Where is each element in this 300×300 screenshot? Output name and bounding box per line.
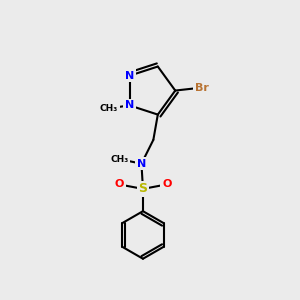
Text: CH₃: CH₃	[110, 155, 128, 164]
Text: Br: Br	[195, 82, 209, 93]
Text: CH₃: CH₃	[100, 104, 118, 113]
Text: O: O	[115, 179, 124, 189]
Text: N: N	[137, 159, 146, 169]
Text: N: N	[125, 100, 134, 110]
Text: N: N	[125, 71, 134, 81]
Text: S: S	[138, 182, 147, 195]
Text: O: O	[162, 179, 171, 189]
